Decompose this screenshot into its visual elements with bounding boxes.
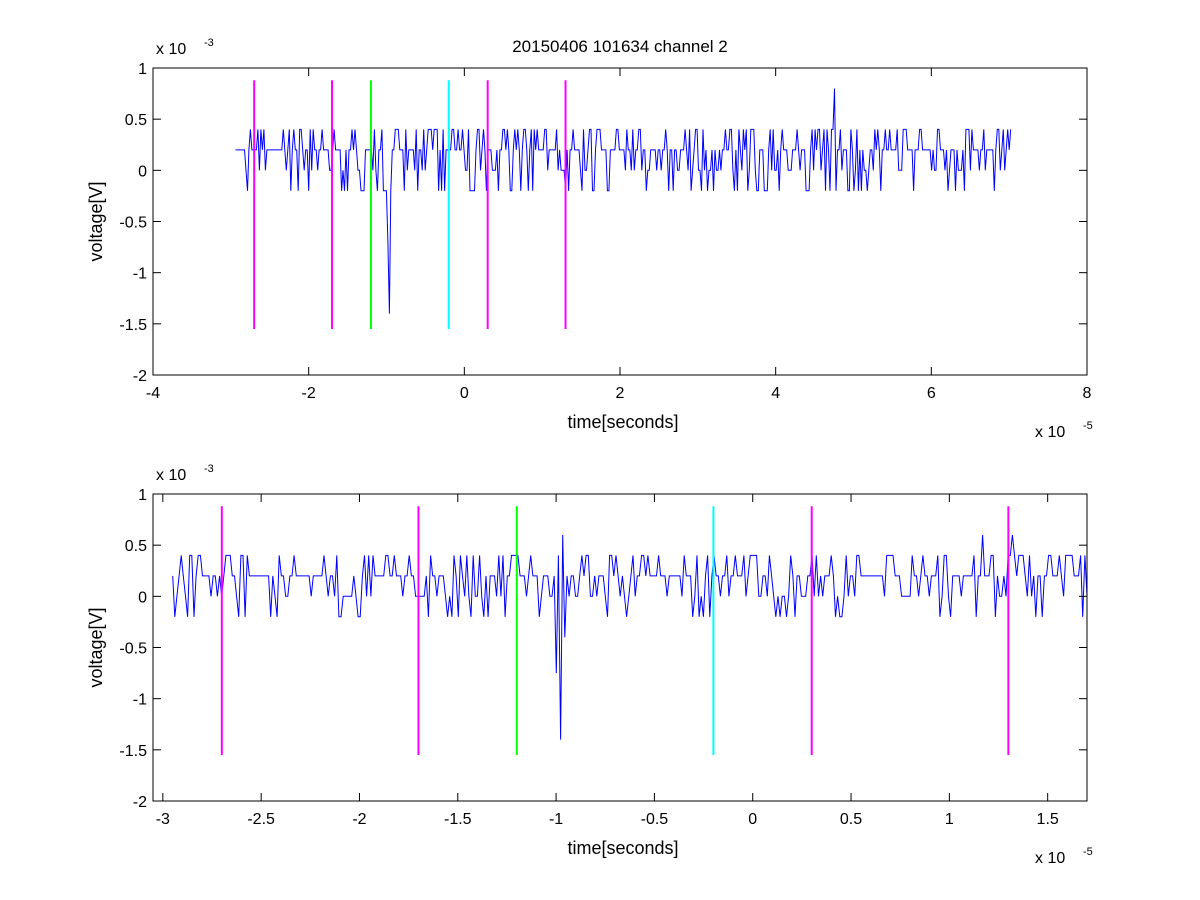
y-tick-label: 0.5: [125, 538, 147, 555]
x-tick-label: 1.5: [1037, 811, 1059, 828]
y-tick-label: -1.5: [119, 743, 147, 760]
x-tick-label: -1: [549, 811, 563, 828]
x-tick-label: -2: [352, 811, 366, 828]
y-tick-label: 1: [138, 61, 147, 78]
y-tick-label: 0.5: [125, 112, 147, 129]
y-tick-label: -0.5: [119, 215, 147, 232]
x-tick-label: -2.5: [247, 811, 275, 828]
x-tick-label: 4: [771, 385, 780, 402]
x-tick-label: -2: [302, 385, 316, 402]
x-tick-label: 0.5: [840, 811, 862, 828]
x-tick-label: -0.5: [641, 811, 669, 828]
x-tick-label: 0: [460, 385, 469, 402]
x-tick-label: -3: [156, 811, 170, 828]
x-tick-label: 2: [616, 385, 625, 402]
axes-box: [152, 493, 1088, 802]
y-tick-label: 1: [138, 487, 147, 504]
x-tick-label: 6: [927, 385, 936, 402]
x-tick-label: 1: [945, 811, 954, 828]
x-tick-label: 0: [748, 811, 757, 828]
y-tick-label: -2: [133, 368, 147, 385]
signal-series-line: [172, 534, 1088, 740]
y-tick-label: -0.5: [119, 641, 147, 658]
y-axis-multiplier-exponent: -3: [204, 37, 214, 49]
figure-title: 20150406 101634 channel 2: [512, 37, 728, 56]
x-tick-label: -1.5: [444, 811, 472, 828]
axes-box: [152, 67, 1088, 376]
y-tick-label: -1: [133, 266, 147, 283]
y-axis-multiplier: x 10: [156, 41, 186, 58]
y-tick-label: -2: [133, 794, 147, 811]
y-tick-label: 0: [138, 163, 147, 180]
x-tick-label: 8: [1083, 385, 1092, 402]
y-axis-multiplier-exponent: -3: [204, 463, 214, 475]
y-axis-label: voltage[V]: [86, 181, 106, 261]
x-axis-label: time[seconds]: [567, 838, 678, 858]
bottom-axes: -3 -2.5 -2 -1.5 -1 -0.5 0 0.5 1 1.5 -2 -1.5 -1 -0.5 0 0…: [86, 463, 1093, 867]
x-axis-multiplier: x 10: [1035, 850, 1065, 867]
y-axis-multiplier: x 10: [156, 467, 186, 484]
x-axis-multiplier: x 10: [1035, 424, 1065, 441]
signal-series-line: [235, 88, 1012, 314]
x-tick-label: -4: [146, 385, 160, 402]
x-axis-label: time[seconds]: [567, 412, 678, 432]
top-axes: -4 -2 0 2 4 6 8-2-1.5-1-0.500.51time[seconds]v…: [86, 37, 1093, 441]
y-tick-label: -1: [133, 692, 147, 709]
y-tick-label: -1.5: [119, 317, 147, 334]
y-axis-label: voltage[V]: [86, 607, 106, 687]
y-tick-label: 0: [138, 589, 147, 606]
x-axis-multiplier-exponent: -5: [1083, 846, 1093, 858]
x-axis-multiplier-exponent: -5: [1083, 420, 1093, 432]
